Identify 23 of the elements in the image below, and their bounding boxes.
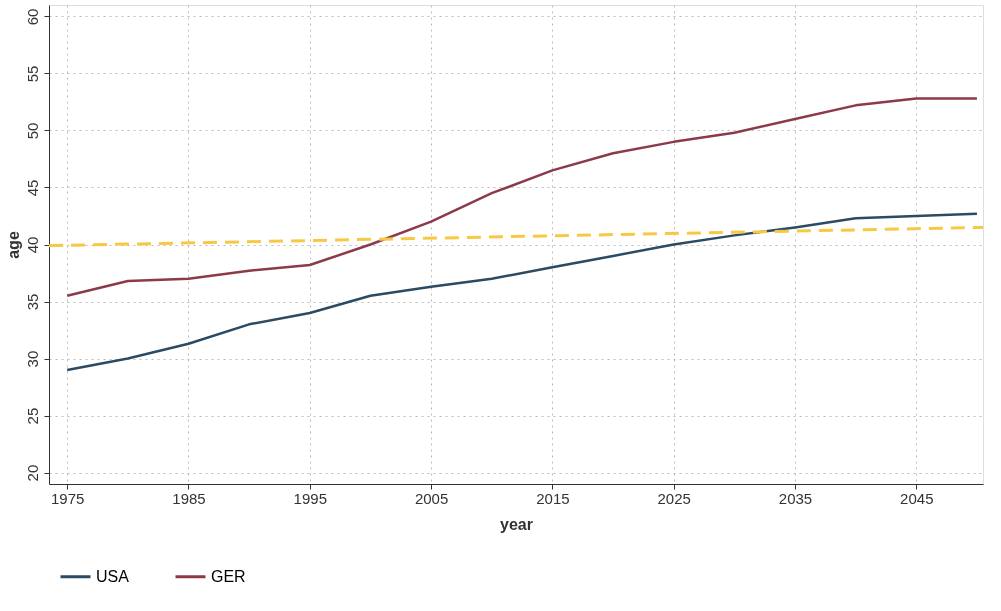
x-tick-label: 1985: [172, 489, 206, 507]
x-tick-label: 2005: [414, 489, 449, 507]
legend-label: GER: [211, 567, 246, 585]
x-tick-label: 2035: [778, 489, 813, 507]
y-tick-label: 25: [23, 407, 41, 425]
y-tick-label: 20: [23, 464, 41, 482]
x-tick-label: 2025: [657, 489, 691, 507]
y-tick-label: 60: [23, 8, 41, 26]
y-tick-label: 50: [23, 122, 41, 140]
y-tick-label: 45: [23, 179, 41, 197]
x-tick-label: 2045: [900, 489, 934, 507]
x-tick-label: 1975: [51, 489, 85, 507]
y-axis-title: age: [4, 231, 22, 259]
y-tick-label: 35: [23, 293, 41, 311]
legend-label: USA: [96, 567, 130, 585]
y-tick-label: 40: [23, 236, 41, 254]
line-series: [65, 212, 979, 372]
line-series: [65, 97, 979, 298]
y-tick-label: 30: [23, 350, 41, 368]
x-tick-label: 2015: [536, 489, 570, 507]
y-tick-label: 55: [23, 65, 41, 83]
x-axis-title: year: [500, 515, 533, 533]
x-tick-label: 1995: [293, 489, 327, 507]
